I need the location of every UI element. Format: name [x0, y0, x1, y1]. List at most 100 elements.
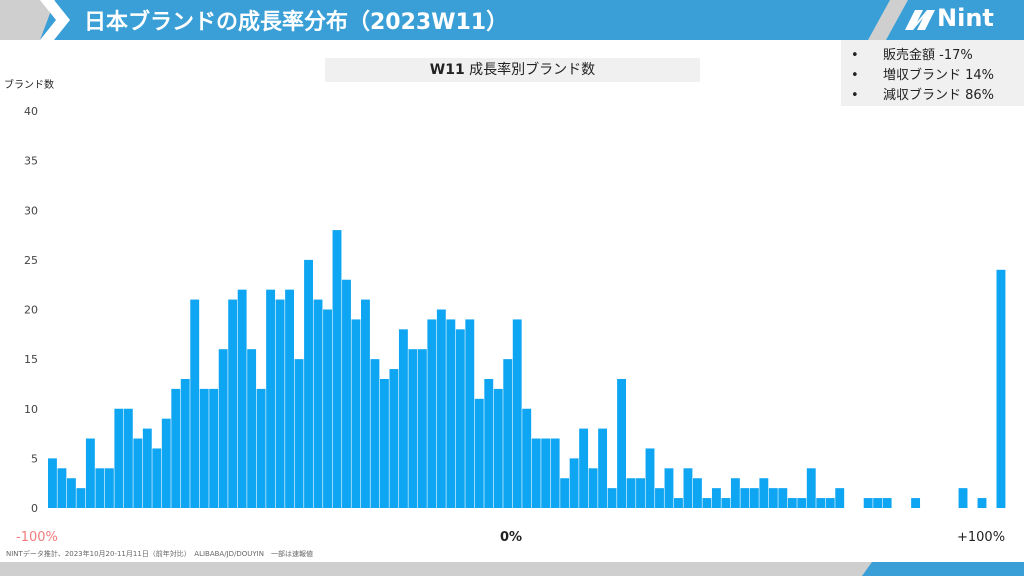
histogram-bar: [465, 319, 475, 508]
histogram-bar: [417, 349, 427, 508]
histogram-bar: [313, 299, 323, 508]
histogram-bar: [787, 498, 797, 508]
histogram-bar: [351, 319, 361, 508]
histogram-bar: [797, 498, 807, 508]
footer-note: NINTデータ推計、2023年10月20-11月11日（前年対比） ALIBAB…: [6, 550, 313, 558]
summary-item: • 増収ブランド 14%: [851, 68, 995, 83]
histogram-bar: [560, 478, 570, 508]
histogram-bar: [503, 359, 513, 509]
histogram-bar: [285, 289, 295, 508]
histogram-bar: [778, 488, 788, 508]
histogram-bar: [171, 388, 181, 508]
histogram-bar: [702, 498, 712, 508]
histogram-bar: [228, 299, 238, 508]
y-axis-label: ブランド数: [4, 80, 54, 91]
histogram-bar: [598, 428, 608, 508]
histogram-bar: [95, 468, 105, 508]
summary-item: • 販売金額 -17%: [851, 48, 973, 63]
histogram-bar: [408, 349, 418, 508]
y-tick-label: 15: [24, 353, 38, 366]
histogram-bar: [389, 369, 399, 508]
histogram-bar: [749, 488, 759, 508]
y-tick-label: 35: [24, 155, 38, 168]
histogram-bar: [133, 438, 143, 508]
histogram-bar: [692, 478, 702, 508]
nint-logo-icon: [905, 10, 935, 30]
y-tick-label: 30: [24, 204, 38, 217]
histogram-bar: [721, 498, 731, 508]
histogram-bar: [484, 378, 494, 508]
histogram-bar: [617, 378, 626, 508]
header-band: [0, 0, 1024, 40]
histogram-bar: [531, 438, 541, 508]
histogram-bar: [104, 468, 114, 508]
histogram-bar: [512, 319, 522, 508]
histogram-bar: [114, 408, 124, 508]
histogram-bar: [85, 438, 95, 508]
histogram-bar: [256, 388, 266, 508]
histogram-bar: [863, 498, 873, 508]
histogram-bar: [674, 498, 683, 508]
y-tick-label: 10: [24, 403, 38, 416]
histogram-bar: [275, 299, 285, 508]
summary-item: • 減収ブランド 86%: [851, 88, 995, 103]
histogram-bar: [436, 309, 446, 508]
histogram-bar: [323, 309, 332, 508]
histogram-bar: [493, 388, 503, 508]
histogram-bar: [541, 438, 551, 508]
histogram-bar: [759, 478, 769, 508]
logo-text: Nint: [937, 4, 994, 32]
y-tick-label: 40: [24, 105, 38, 118]
histogram-bar: [123, 408, 133, 508]
y-tick-label: 20: [24, 304, 38, 317]
histogram-bar: [57, 468, 67, 508]
histogram-bar: [730, 478, 740, 508]
histogram-bar: [958, 488, 968, 508]
histogram-bar: [882, 498, 892, 508]
histogram-bar: [588, 468, 598, 508]
histogram-bar: [294, 359, 304, 509]
histogram-bar: [48, 458, 57, 509]
histogram-bar: [550, 438, 560, 508]
histogram-bar: [825, 498, 835, 508]
histogram-bar: [636, 478, 645, 508]
histogram-bar: [911, 498, 921, 508]
histogram-bar: [569, 458, 579, 509]
histogram-bar: [76, 488, 86, 508]
histogram-bar: [835, 488, 845, 508]
histogram-bar: [683, 468, 693, 508]
histogram-bar: [806, 468, 816, 508]
histogram-bar: [161, 418, 171, 508]
histogram-bar: [446, 319, 456, 508]
histogram-bar: [218, 349, 228, 508]
histogram-bar: [626, 478, 636, 508]
histogram-bar: [768, 488, 778, 508]
histogram-bar: [379, 378, 389, 508]
histogram-bar: [816, 498, 826, 508]
histogram-bar: [607, 488, 617, 508]
histogram-bar: [142, 428, 152, 508]
histogram-bar: [266, 289, 276, 508]
histogram-bar: [190, 299, 200, 508]
y-tick-label: 0: [31, 502, 38, 515]
histogram-bar: [522, 408, 532, 508]
histogram-bar: [66, 478, 76, 508]
x-tick-label: -100%: [16, 530, 58, 545]
histogram-bar: [398, 329, 408, 508]
histogram-bar: [873, 498, 883, 508]
histogram-bar: [180, 378, 190, 508]
histogram-bar: [655, 488, 664, 508]
histogram-bar: [740, 488, 750, 508]
summary-box: • 販売金額 -17% • 増収ブランド 14% • 減収ブランド 86%: [841, 40, 1024, 106]
histogram-bar: [645, 448, 655, 508]
histogram-bar: [996, 269, 1006, 508]
x-tick-label: 0%: [500, 530, 523, 545]
y-tick-label: 5: [31, 452, 38, 465]
histogram-bar: [152, 448, 162, 508]
x-tick-label: +100%: [957, 530, 1006, 545]
footer-band: [0, 562, 1024, 576]
histogram-bar: [332, 230, 342, 508]
histogram-bar: [370, 359, 380, 509]
histogram-bar: [361, 299, 370, 508]
histogram-bar: [977, 498, 987, 508]
